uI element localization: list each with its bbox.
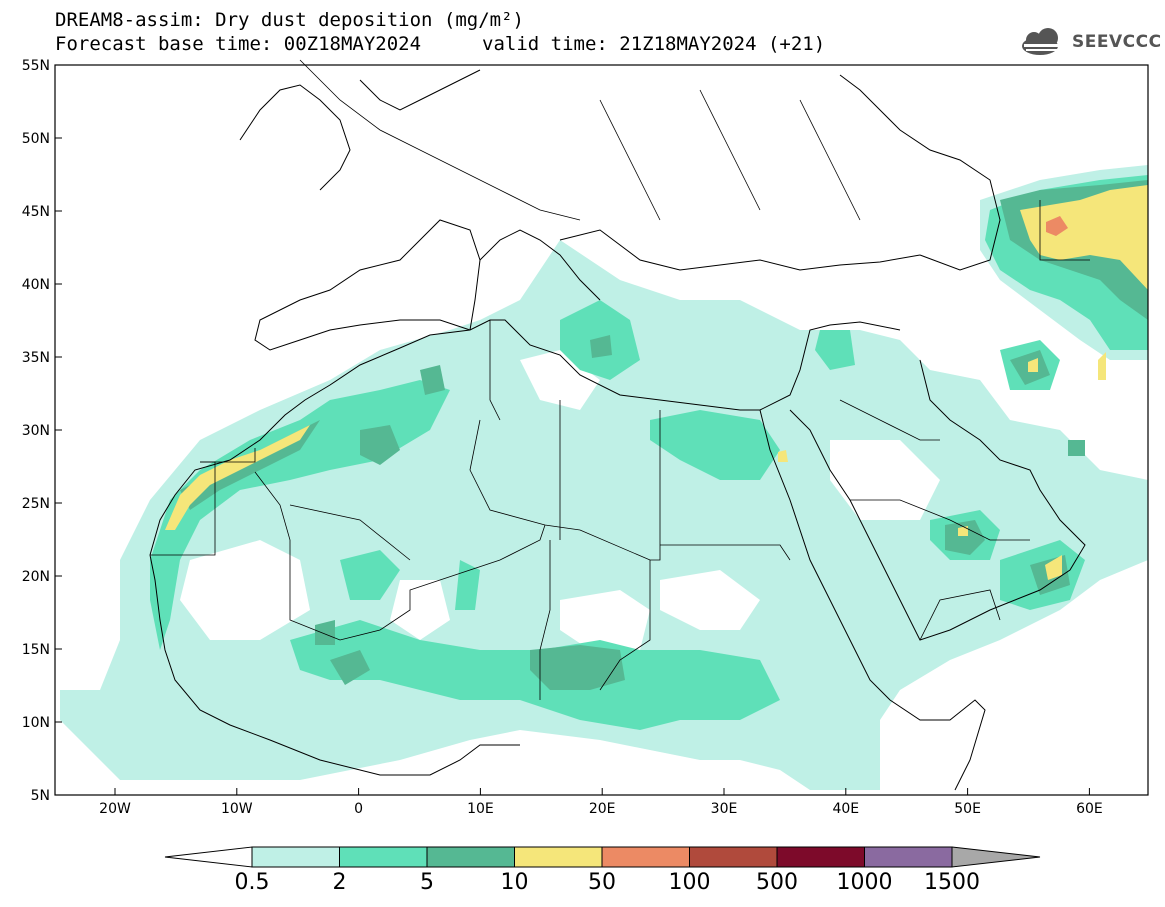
colorbar-label: 500 [756,870,798,895]
lon-tick-label: 20W [99,801,131,817]
colorbar-label: 100 [668,870,711,895]
colorbar-label: 5 [420,870,434,895]
lat-tick-label: 25N [22,496,50,512]
dust-layer-high [165,425,310,530]
lat-tick-label: 50N [22,131,50,147]
dust-layer-peak [1046,216,1068,236]
map-title-line1: DREAM8-assim: Dry dust deposition (mg/m²… [55,9,524,31]
seevccc-logo [1022,28,1068,55]
lat-tick-label: 40N [22,277,50,293]
valid-time: valid time: 21Z18MAY2024 (+21) [482,33,826,55]
colorbar [164,846,1041,868]
colorbar-swatch [339,846,428,868]
colorbar-swatch [689,846,778,868]
lat-tick-label: 15N [22,642,50,658]
lat-tick-label: 45N [22,204,50,220]
lon-tick-label: 30E [711,801,738,817]
lon-tick-label: 10E [467,801,494,817]
lon-tick-label: 40E [832,801,859,817]
colorbar-swatch [426,846,515,868]
lat-tick-label: 35N [22,350,50,366]
lon-tick-label: 60E [1076,801,1103,817]
colorbar-swatch [776,846,865,868]
lat-tick-label: 30N [22,423,50,439]
lon-tick-label: 0 [354,801,363,817]
lon-tick-label: 20E [589,801,616,817]
dust-field [60,165,1148,790]
forecast-base-time: Forecast base time: 00Z18MAY2024 [55,33,422,55]
colorbar-over-triangle [951,846,1041,868]
colorbar-label: 50 [588,870,616,895]
colorbar-label: 0.5 [234,870,270,895]
colorbar-under-triangle [164,846,253,868]
colorbar-swatch [864,846,953,868]
lat-tick-label: 20N [22,569,50,585]
lon-tick-label: 10W [221,801,253,817]
logo-text: SEEVCCC [1072,32,1162,52]
lat-tick-label: 10N [22,715,50,731]
lat-tick-label: 5N [31,788,50,804]
colorbar-label: 1500 [924,870,980,895]
lat-tick-label: 55N [22,58,50,74]
lon-tick-label: 50E [954,801,981,817]
colorbar-label: 2 [332,870,347,895]
colorbar-swatch [251,846,340,868]
colorbar-swatch [601,846,690,868]
longitude-ticks: 20W 10W 0 10E 20E 30E 40E 50E 60E [99,788,1103,817]
colorbar-label: 1000 [836,870,893,895]
colorbar-label: 10 [500,870,529,895]
latitude-ticks: 55N 50N 45N 40N 35N 30N 25N 20N 15N 10N 5N [22,58,62,804]
country-borders [150,59,1090,700]
cloud-icon [1022,28,1068,55]
coastlines [149,69,1086,791]
colorbar-swatch [514,846,603,868]
